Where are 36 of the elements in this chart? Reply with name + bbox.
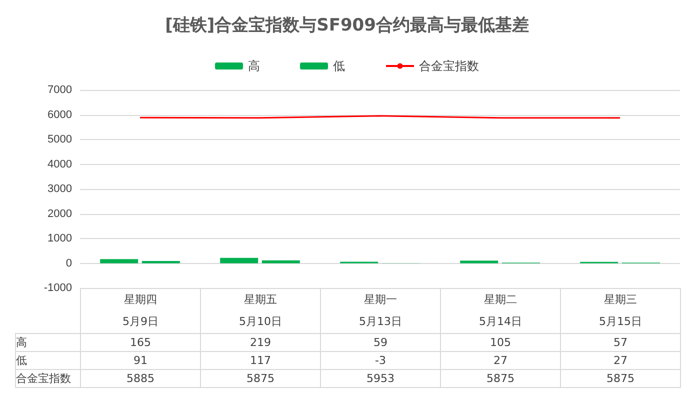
- y-tick-label: 7000: [48, 84, 72, 96]
- y-tick-label: 5000: [48, 134, 72, 146]
- legend-label: 低: [333, 59, 345, 73]
- data-label: 5885: [80, 370, 200, 388]
- y-tick-label: 0: [66, 257, 72, 270]
- data-label: -3: [320, 352, 440, 370]
- data-label: 219: [200, 334, 320, 352]
- y-tick-label: 4000: [48, 158, 72, 170]
- data-label: 165: [80, 334, 200, 352]
- x-tick-label: 星期五 5月10日: [200, 288, 320, 334]
- x-tick-label: 星期三 5月15日: [560, 288, 680, 334]
- data-label: 27: [440, 352, 560, 370]
- data-label: 27: [560, 352, 680, 370]
- data-label: 5875: [200, 370, 320, 388]
- y-tick-label: 1000: [48, 232, 72, 244]
- data-label: 105: [440, 334, 560, 352]
- data-label: 5875: [560, 370, 680, 388]
- y-tick-label: 3000: [48, 183, 72, 195]
- chart-title: [硅铁]合金宝指数与SF909合约最高与最低基差: [165, 16, 529, 36]
- data-label: 91: [80, 352, 200, 370]
- x-tick-label: 星期一 5月13日: [320, 288, 440, 334]
- data-label: 59: [320, 334, 440, 352]
- text: 低: [16, 354, 27, 367]
- data-label: 117: [200, 352, 320, 370]
- x-tick-label: 星期四 5月9日: [80, 288, 200, 334]
- data-label: 57: [560, 334, 680, 352]
- text: 合金宝指数: [16, 372, 71, 385]
- y-tick-label: -1000: [44, 282, 72, 294]
- data-label: 5875: [440, 370, 560, 388]
- legend-label: 合金宝指数: [419, 59, 479, 73]
- y-tick-label: 2000: [48, 208, 72, 220]
- y-tick-label: 6000: [48, 108, 72, 121]
- legend-label: 高: [248, 59, 260, 73]
- x-tick-label: 星期二 5月14日: [440, 288, 560, 334]
- data-label: 5953: [320, 370, 440, 388]
- text: 高: [16, 336, 27, 349]
